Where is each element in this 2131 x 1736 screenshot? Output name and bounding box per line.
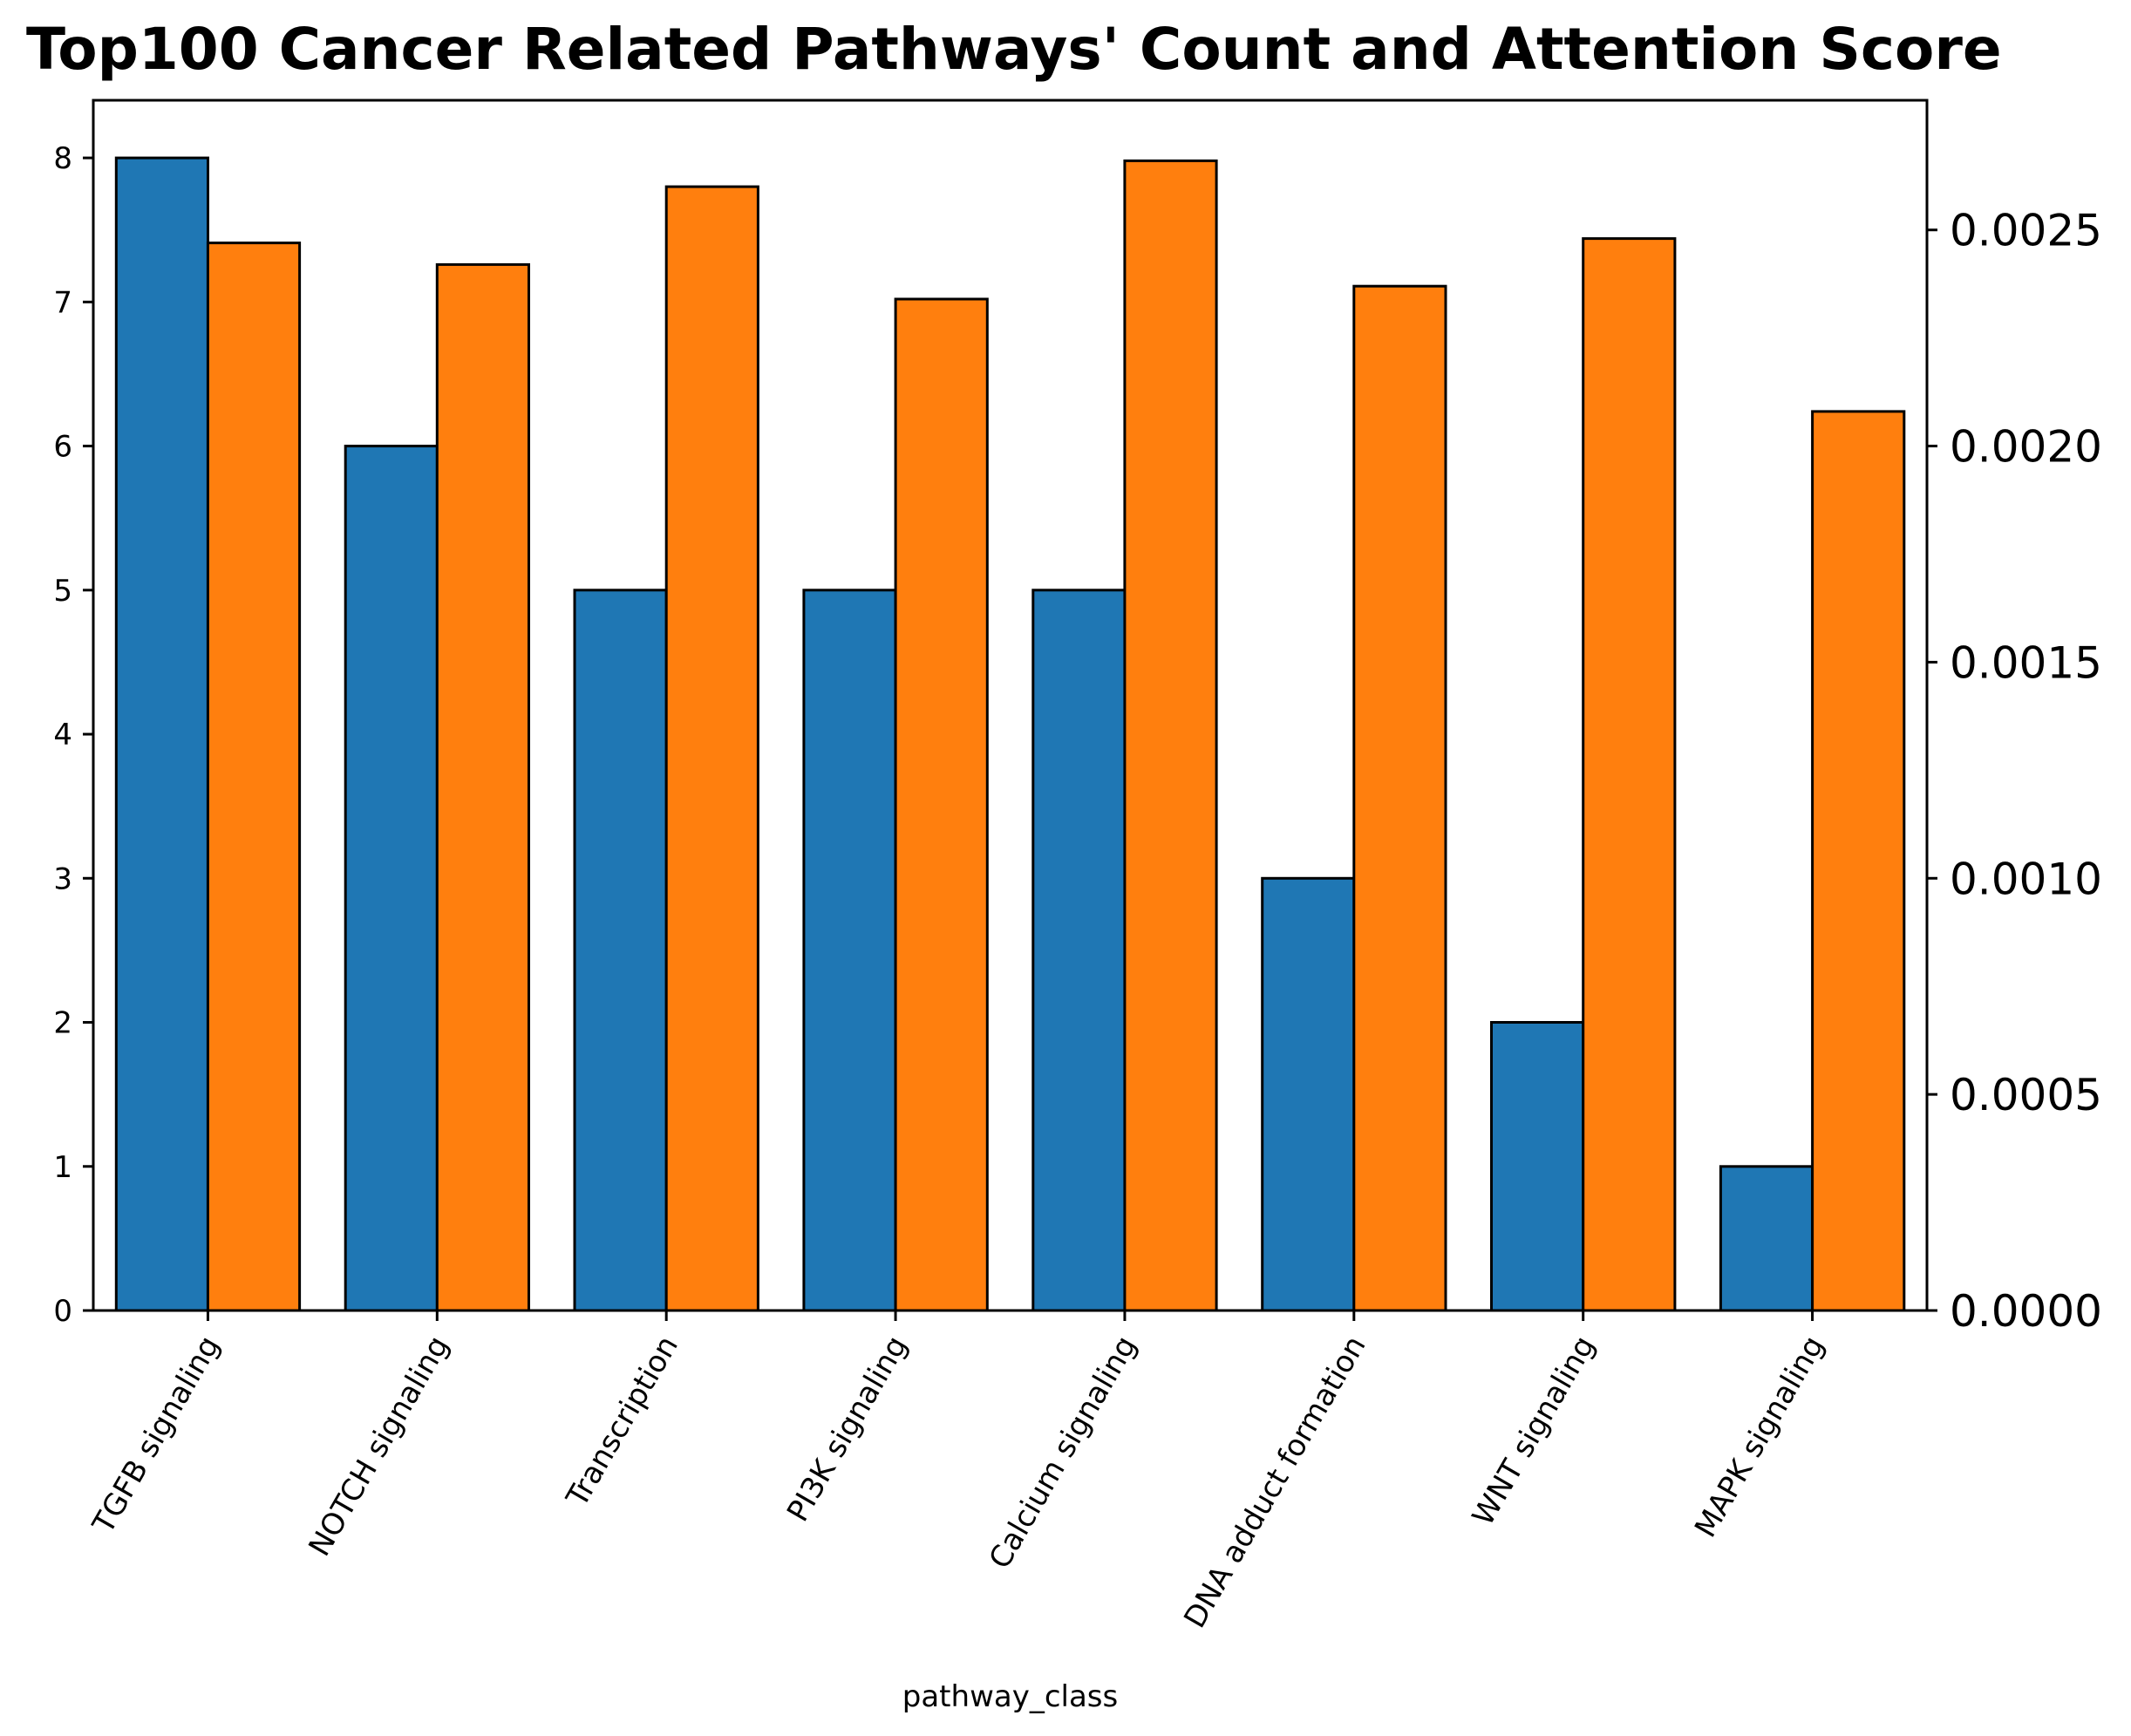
count-bar-5 <box>1031 589 1127 1312</box>
x-tick-label: TGFB signaling <box>85 1331 227 1541</box>
score-bar-8 <box>1811 410 1906 1312</box>
count-bar-3 <box>573 589 668 1312</box>
score-bar-7 <box>1582 237 1677 1312</box>
left-tick-label: 8 <box>53 141 72 176</box>
x-tick-label: PI3K signaling <box>780 1331 915 1528</box>
score-bar-1 <box>206 242 302 1312</box>
left-tick-label: 3 <box>53 861 72 896</box>
right-tick-label: 0.0025 <box>1950 206 2102 256</box>
left-tick-label: 6 <box>53 430 72 465</box>
left-tick-label: 4 <box>53 718 72 752</box>
x-tick-label: Calcium signaling <box>983 1331 1144 1575</box>
right-y-axis: 0.0000 0.0005 0.0010 0.0015 0.0020 0.0025 <box>1927 206 2102 1337</box>
score-bar-4 <box>894 297 989 1312</box>
x-tick-label: WNT signaling <box>1466 1331 1603 1532</box>
count-bar-6 <box>1261 876 1356 1312</box>
score-bar-6 <box>1352 284 1447 1312</box>
left-tick-label: 0 <box>53 1294 72 1329</box>
score-bar-5 <box>1123 159 1218 1312</box>
x-axis-label: pathway_class <box>902 1679 1118 1714</box>
x-tick-label: DNA adduct formation <box>1177 1331 1372 1634</box>
right-tick-label: 0.0020 <box>1950 422 2102 473</box>
bars-layer <box>114 156 1906 1312</box>
x-tick-label: Transcription <box>559 1331 684 1514</box>
score-bar-3 <box>664 185 759 1312</box>
left-tick-label: 7 <box>53 285 72 320</box>
left-tick-label: 1 <box>53 1150 72 1185</box>
count-bar-1 <box>114 156 209 1312</box>
left-y-axis: 0 1 2 3 4 5 6 7 8 <box>53 141 93 1329</box>
x-tick-label: MAPK signaling <box>1688 1331 1831 1544</box>
left-tick-label: 2 <box>53 1006 72 1041</box>
right-tick-label: 0.0000 <box>1950 1286 2102 1337</box>
x-axis: TGFB signaling NOTCH signaling Transcripti… <box>85 1311 1831 1634</box>
score-bar-2 <box>435 262 530 1312</box>
count-bar-8 <box>1719 1165 1814 1312</box>
left-tick-label: 5 <box>53 574 72 609</box>
count-bar-2 <box>344 445 439 1312</box>
right-tick-label: 0.0010 <box>1950 854 2102 904</box>
chart-title: Top100 Cancer Related Pathways' Count an… <box>26 16 2002 83</box>
count-bar-4 <box>802 589 897 1312</box>
right-tick-label: 0.0015 <box>1950 637 2102 688</box>
x-tick-label: NOTCH signaling <box>302 1331 456 1562</box>
plot-frame <box>92 99 1929 1312</box>
right-tick-label: 0.0005 <box>1950 1070 2102 1120</box>
count-bar-7 <box>1490 1021 1585 1312</box>
